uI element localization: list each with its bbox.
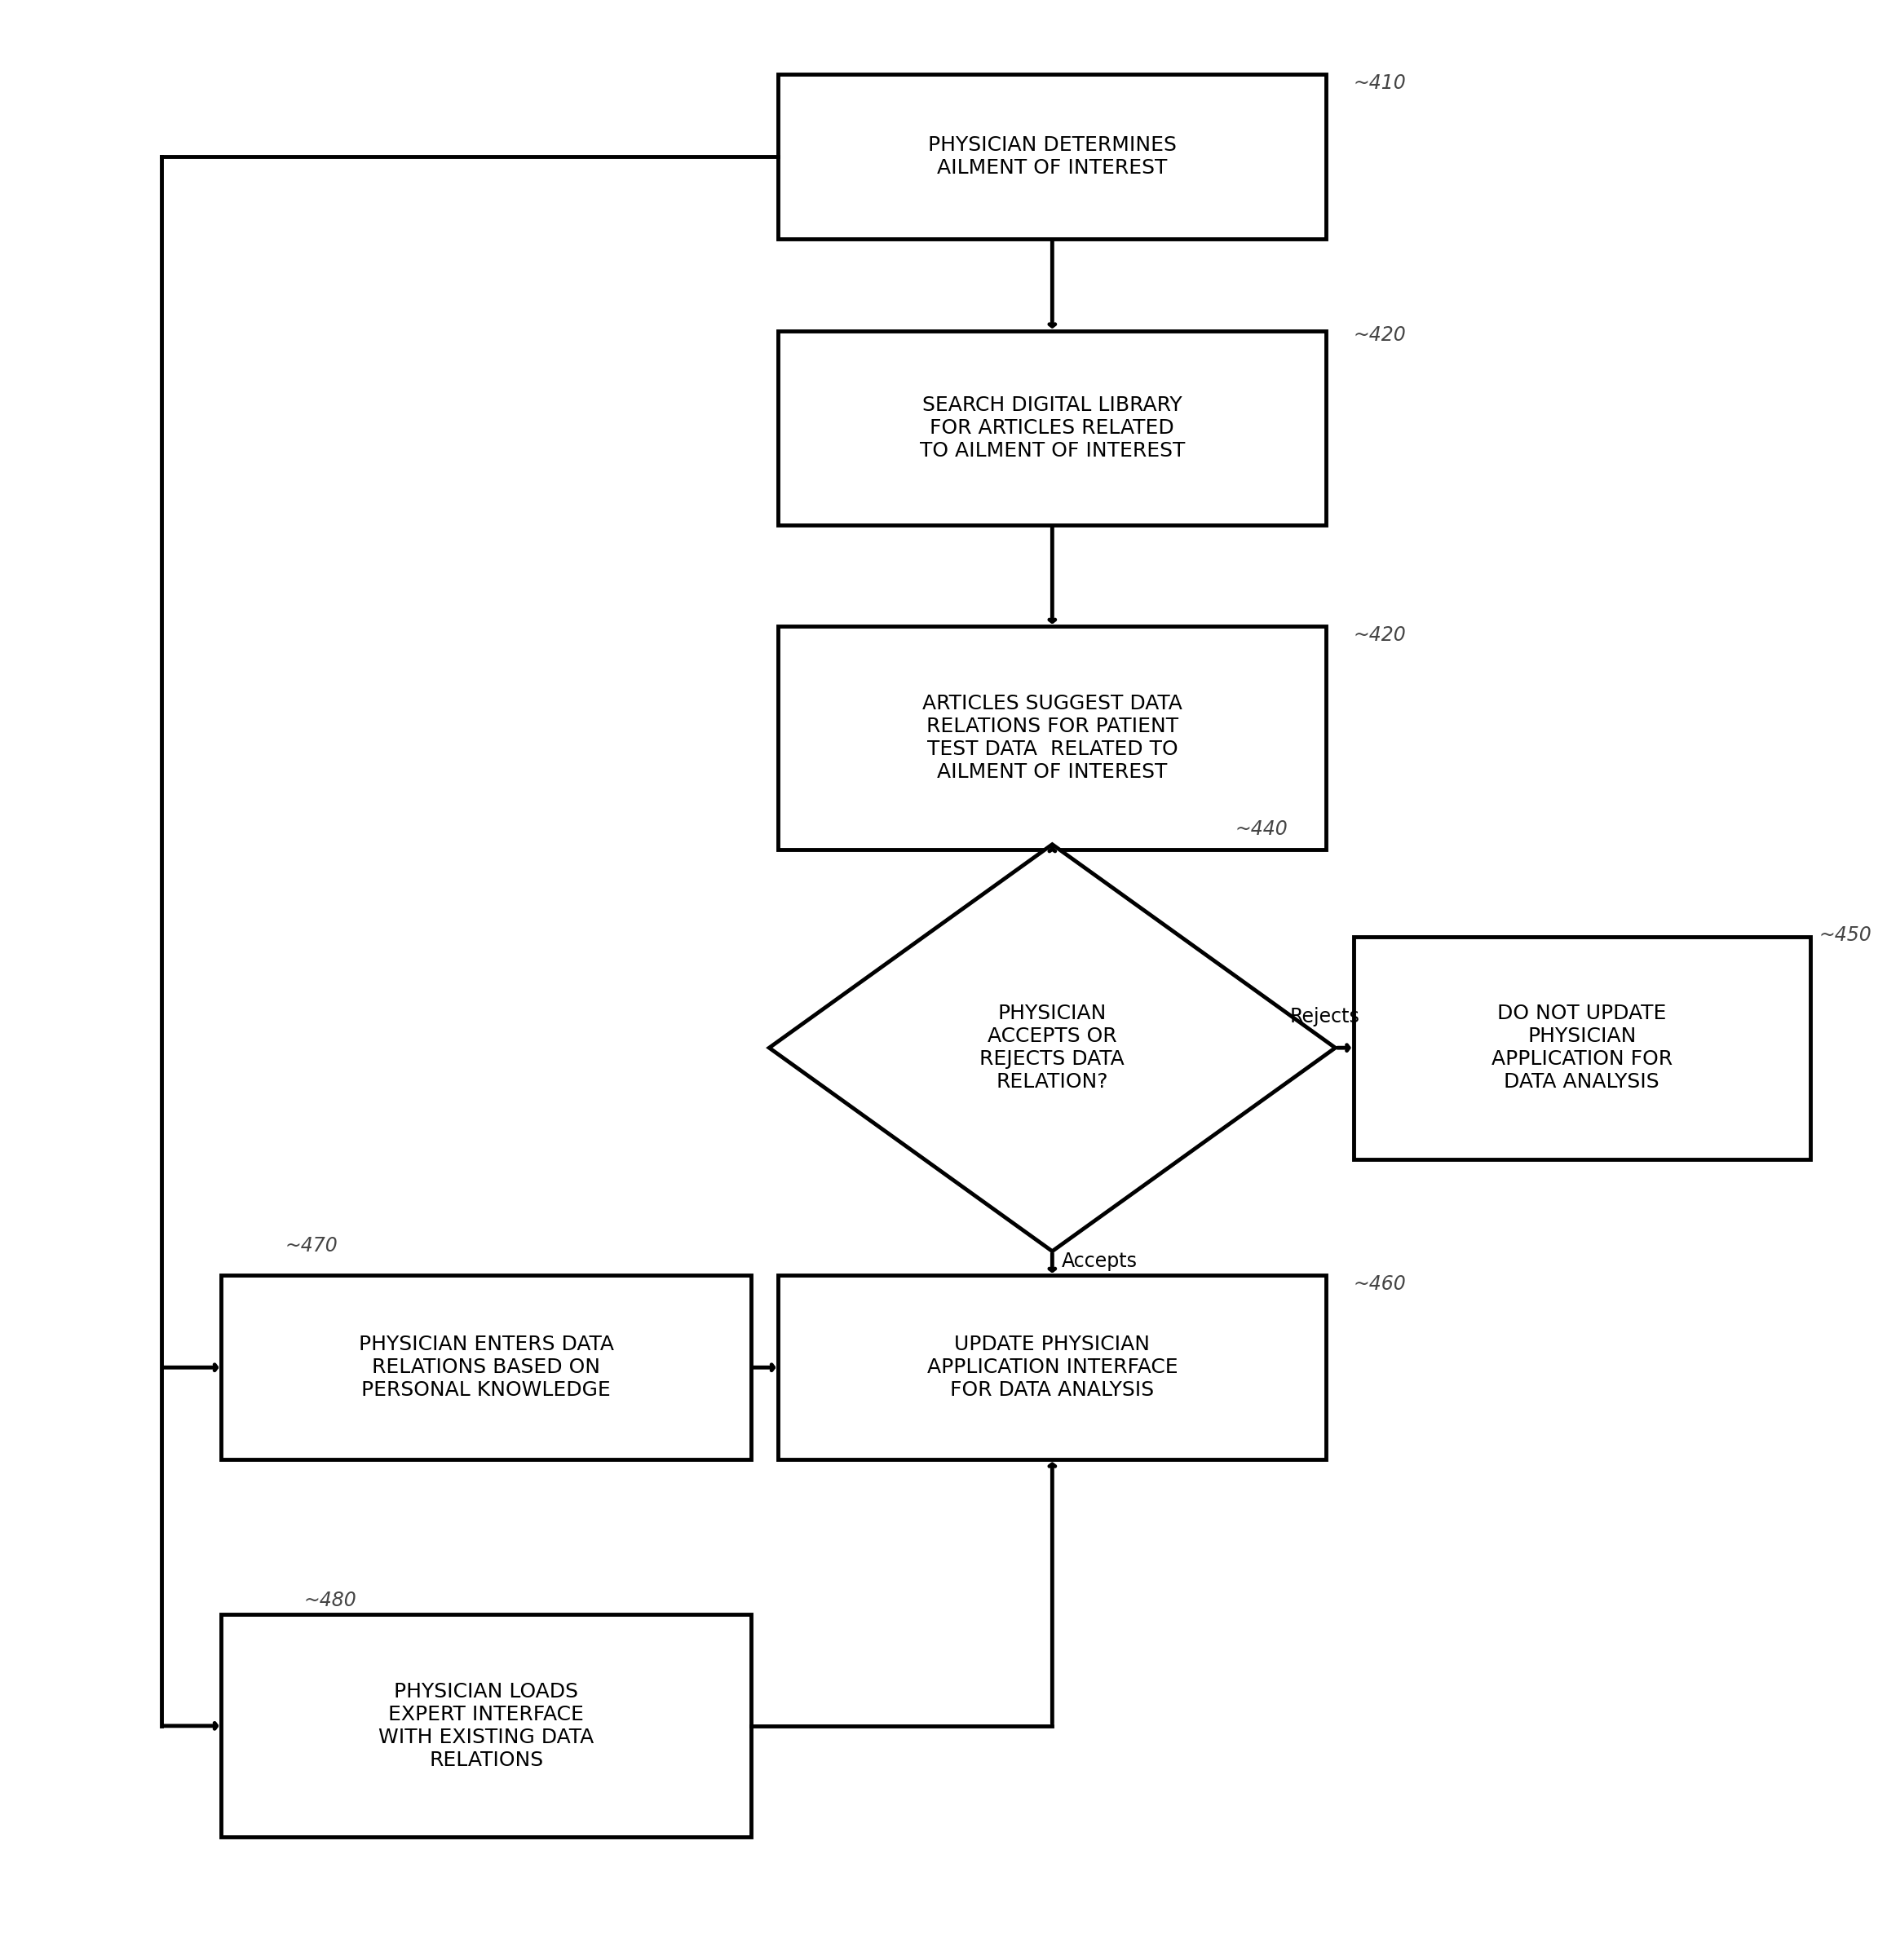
Text: PHYSICIAN LOADS
EXPERT INTERFACE
WITH EXISTING DATA
RELATIONS: PHYSICIAN LOADS EXPERT INTERFACE WITH EX…: [379, 1682, 594, 1770]
Text: ~410: ~410: [1353, 73, 1406, 92]
Text: ~470: ~470: [285, 1235, 338, 1254]
Text: ~420: ~420: [1353, 625, 1406, 645]
Text: Rejects: Rejects: [1289, 1007, 1361, 1027]
Text: ~420: ~420: [1353, 325, 1406, 345]
Text: SEARCH DIGITAL LIBRARY
FOR ARTICLES RELATED
TO AILMENT OF INTEREST: SEARCH DIGITAL LIBRARY FOR ARTICLES RELA…: [919, 396, 1185, 461]
FancyBboxPatch shape: [777, 331, 1327, 525]
Text: ~460: ~460: [1353, 1274, 1406, 1294]
Text: ARTICLES SUGGEST DATA
RELATIONS FOR PATIENT
TEST DATA  RELATED TO
AILMENT OF INT: ARTICLES SUGGEST DATA RELATIONS FOR PATI…: [923, 694, 1183, 782]
Text: Accepts: Accepts: [1060, 1250, 1138, 1270]
FancyBboxPatch shape: [777, 627, 1327, 849]
Text: UPDATE PHYSICIAN
APPLICATION INTERFACE
FOR DATA ANALYSIS: UPDATE PHYSICIAN APPLICATION INTERFACE F…: [927, 1335, 1177, 1399]
Text: PHYSICIAN ENTERS DATA
RELATIONS BASED ON
PERSONAL KNOWLEDGE: PHYSICIAN ENTERS DATA RELATIONS BASED ON…: [359, 1335, 613, 1399]
Text: ~480: ~480: [304, 1590, 357, 1609]
Text: PHYSICIAN
ACCEPTS OR
REJECTS DATA
RELATION?: PHYSICIAN ACCEPTS OR REJECTS DATA RELATI…: [979, 1004, 1125, 1092]
Polygon shape: [770, 845, 1336, 1250]
FancyBboxPatch shape: [777, 74, 1327, 239]
Text: PHYSICIAN DETERMINES
AILMENT OF INTEREST: PHYSICIAN DETERMINES AILMENT OF INTEREST: [928, 135, 1177, 178]
Text: ~450: ~450: [1819, 925, 1872, 945]
FancyBboxPatch shape: [1353, 937, 1810, 1158]
FancyBboxPatch shape: [777, 1276, 1327, 1460]
Text: DO NOT UPDATE
PHYSICIAN
APPLICATION FOR
DATA ANALYSIS: DO NOT UPDATE PHYSICIAN APPLICATION FOR …: [1491, 1004, 1672, 1092]
FancyBboxPatch shape: [221, 1615, 751, 1837]
FancyBboxPatch shape: [221, 1276, 751, 1460]
Text: ~440: ~440: [1234, 819, 1287, 839]
